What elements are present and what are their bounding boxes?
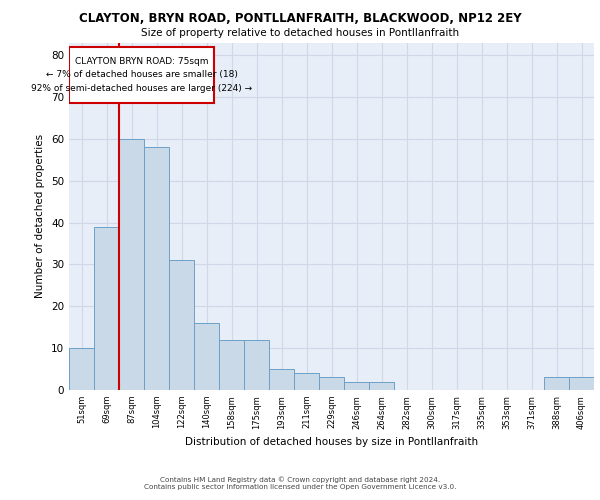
Bar [94,226,119,390]
Text: Size of property relative to detached houses in Pontllanfraith: Size of property relative to detached ho… [141,28,459,38]
Y-axis label: Number of detached properties: Number of detached properties [35,134,46,298]
Bar [169,260,194,390]
Text: CLAYTON, BRYN ROAD, PONTLLANFRAITH, BLACKWOOD, NP12 2EY: CLAYTON, BRYN ROAD, PONTLLANFRAITH, BLAC… [79,12,521,26]
Bar [544,378,569,390]
Bar [69,348,94,390]
Bar [319,378,344,390]
Bar [219,340,244,390]
Bar [344,382,369,390]
Bar [569,378,594,390]
X-axis label: Distribution of detached houses by size in Pontllanfraith: Distribution of detached houses by size … [185,437,478,447]
Text: CLAYTON BRYN ROAD: 75sqm
← 7% of detached houses are smaller (18)
92% of semi-de: CLAYTON BRYN ROAD: 75sqm ← 7% of detache… [31,56,252,94]
Bar [269,369,294,390]
Bar [144,147,169,390]
Bar [194,323,219,390]
Text: Contains HM Land Registry data © Crown copyright and database right 2024.
Contai: Contains HM Land Registry data © Crown c… [144,476,456,490]
Bar [369,382,394,390]
FancyBboxPatch shape [69,46,214,103]
Bar [294,374,319,390]
Bar [244,340,269,390]
Bar [119,139,144,390]
